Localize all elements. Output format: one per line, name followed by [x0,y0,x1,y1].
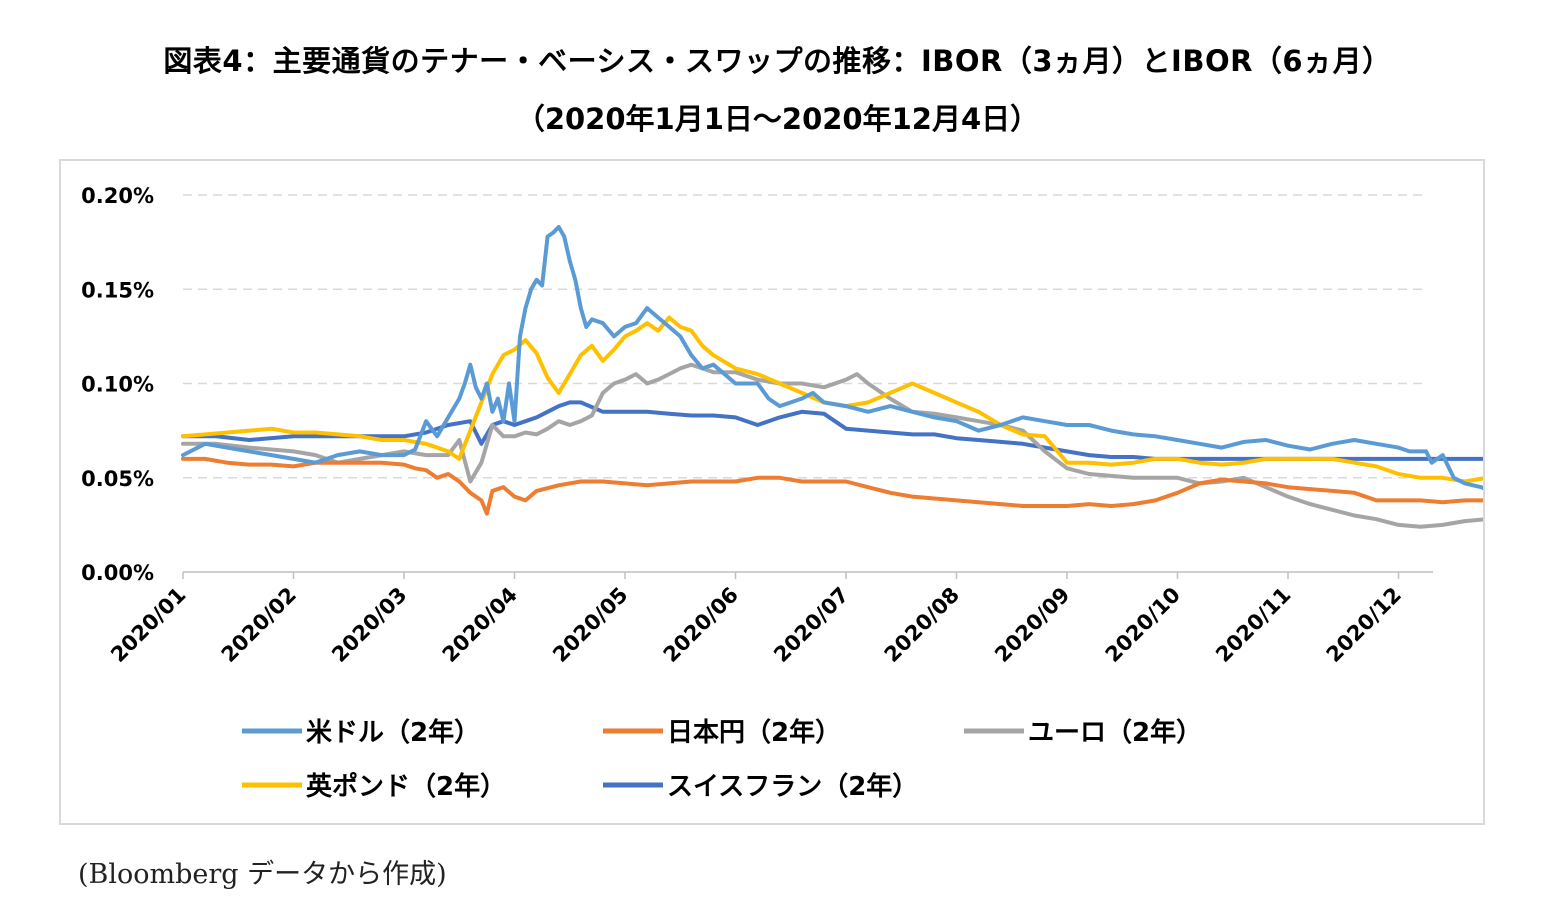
axes [182,571,1433,579]
legend-item: スイスフラン（2年） [603,771,918,802]
y-tick-label: 0.00% [81,561,154,585]
x-tick-label: 2020/05 [548,583,632,667]
series-line [181,456,1483,516]
legend-label: スイスフラン（2年） [667,771,918,802]
series-line [181,315,1483,484]
x-tick-label: 2020/12 [1322,583,1406,667]
chart-title: 図表4：主要通貨のテナー・ベーシス・スワップの推移：IBOR（3ヵ月）とIBOR… [163,44,1392,78]
legend: 米ドル（2年） 日本円（2年） ユーロ（2年） 英ポンド（2年） スイスフラン（2年） [242,717,1202,802]
series-line [181,362,1483,529]
legend-label: 日本円（2年） [667,717,841,748]
chart-subtitle: （2020年1月1日～2020年12月4日） [515,102,1040,136]
x-tick-label: 2020/01 [106,583,190,667]
y-tick-label: 0.05% [81,467,154,491]
x-tick-label: 2020/02 [217,583,301,667]
source-note: (Bloomberg データから作成) [78,859,447,890]
x-tick-label: 2020/10 [1101,583,1185,667]
x-tick-label: 2020/04 [438,583,522,667]
legend-item: 日本円（2年） [603,717,841,748]
series-line [181,225,1483,491]
x-tick-label: 2020/03 [327,583,411,667]
legend-item: ユーロ（2年） [964,717,1202,748]
y-tick-labels: 0.00% 0.05% 0.10% 0.15% 0.20% [81,184,154,585]
legend-label: 米ドル（2年） [306,717,480,748]
x-tick-label: 2020/06 [659,583,743,667]
x-tick-labels: 2020/01 2020/02 2020/03 2020/04 2020/05 2020/… [106,583,1406,667]
x-tick-label: 2020/09 [990,583,1074,667]
legend-item: 英ポンド（2年） [242,771,506,802]
x-tick-label: 2020/08 [880,583,964,667]
y-tick-label: 0.10% [81,373,154,397]
legend-label: ユーロ（2年） [1028,717,1202,748]
x-tick-label: 2020/07 [769,583,853,667]
legend-label: 英ポンド（2年） [306,771,506,802]
y-tick-label: 0.20% [81,184,154,208]
x-tick-label: 2020/11 [1211,583,1295,667]
chart-area: 0.00% 0.05% 0.10% 0.15% 0.20% 2020/01 2020/02… [59,159,1485,825]
series-lines [181,225,1483,529]
chart-svg: 0.00% 0.05% 0.10% 0.15% 0.20% 2020/01 2020/02… [81,184,1483,802]
legend-item: 米ドル（2年） [242,717,480,748]
series-line [181,400,1483,461]
y-tick-label: 0.15% [81,278,154,302]
